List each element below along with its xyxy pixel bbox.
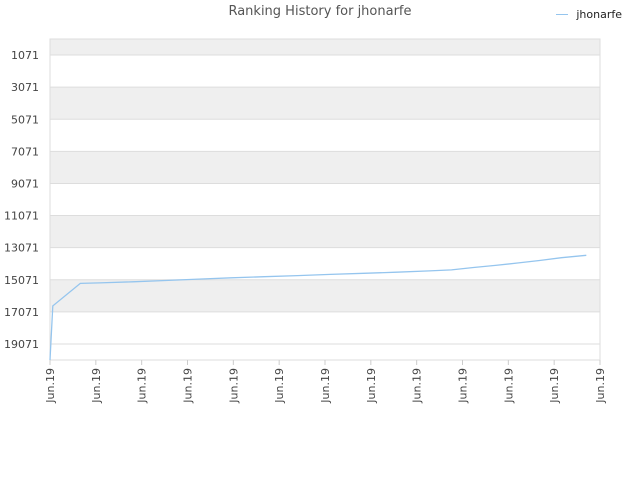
grid-band — [50, 39, 600, 56]
x-tick-label: Jun.19 — [90, 368, 103, 404]
grid-band — [50, 215, 600, 248]
x-tick-label: Jun.19 — [227, 368, 240, 404]
x-tick-label: Jun.19 — [182, 368, 195, 404]
x-tick-label: Jun.19 — [548, 368, 561, 404]
y-tick-label: 9071 — [11, 177, 39, 190]
x-tick-label: Jun.19 — [411, 368, 424, 404]
y-tick-label: 13071 — [4, 242, 39, 255]
y-tick-label: 3071 — [11, 81, 39, 94]
y-tick-label: 11071 — [4, 210, 39, 223]
grid-band — [50, 87, 600, 120]
y-tick-label: 7071 — [11, 145, 39, 158]
x-tick-label: Jun.19 — [365, 368, 378, 404]
x-tick-label: Jun.19 — [594, 368, 607, 404]
grid-band — [50, 151, 600, 184]
grid-band — [50, 311, 600, 344]
y-tick-label: 15071 — [4, 274, 39, 287]
grid-band — [50, 183, 600, 216]
legend[interactable]: jhonarfe — [556, 8, 622, 21]
grid-band — [50, 279, 600, 312]
y-tick-label: 19071 — [4, 338, 39, 351]
y-tick-label: 1071 — [11, 49, 39, 62]
x-tick-label: Jun.19 — [44, 368, 57, 404]
x-tick-label: Jun.19 — [319, 368, 332, 404]
grid-band — [50, 55, 600, 88]
y-tick-label: 5071 — [11, 113, 39, 126]
chart-title: Ranking History for jhonarfe — [228, 4, 412, 19]
legend-swatch — [556, 14, 569, 15]
x-tick-label: Jun.19 — [136, 368, 149, 404]
x-tick-label: Jun.19 — [502, 368, 515, 404]
legend-label: jhonarfe — [576, 8, 622, 21]
y-tick-label: 17071 — [4, 306, 39, 319]
grid-band — [50, 119, 600, 152]
x-tick-label: Jun.19 — [273, 368, 286, 404]
x-tick-label: Jun.19 — [457, 368, 470, 404]
series-line — [49, 254, 587, 361]
